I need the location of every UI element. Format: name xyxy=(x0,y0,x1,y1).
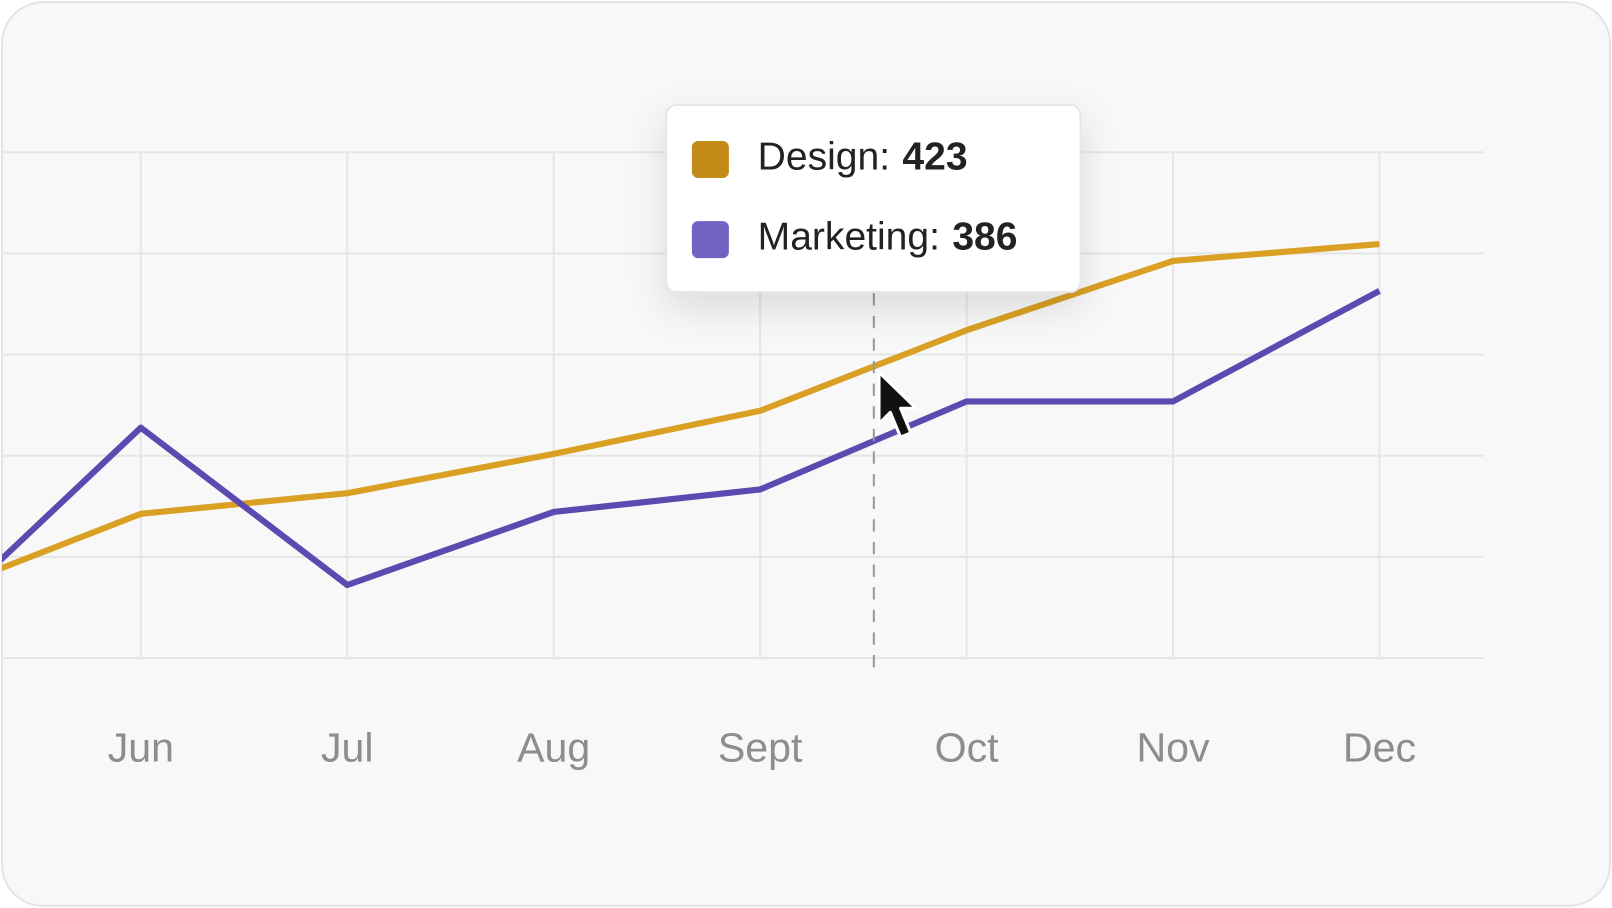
tooltip-value: 423 xyxy=(902,136,967,179)
tooltip-text: Design: 423 xyxy=(758,136,968,179)
tooltip-swatch xyxy=(691,221,729,259)
tooltip-content: Design: 423 Marketing: 386 xyxy=(691,136,1018,259)
tooltip-label: Design: xyxy=(758,136,890,179)
x-tick-label: Sept xyxy=(718,724,803,770)
plot xyxy=(2,240,1381,625)
tooltip-text: Marketing: 386 xyxy=(758,216,1018,259)
x-tick-label: Jul xyxy=(321,724,374,770)
tooltip-value: 386 xyxy=(952,216,1017,259)
x-axis: Jun Jul Aug Sept Oct Nov Dec xyxy=(108,724,1416,770)
series-line xyxy=(2,240,1380,598)
series-line xyxy=(2,288,1381,625)
tooltip xyxy=(665,103,1082,294)
x-tick-label: Jun xyxy=(108,724,174,770)
cursor xyxy=(877,370,918,439)
x-tick-label: Dec xyxy=(1343,724,1416,770)
tooltip-label: Marketing: xyxy=(758,216,940,259)
tooltip-box xyxy=(665,103,1082,294)
x-tick-label: Oct xyxy=(935,724,1000,770)
x-tick-label: Nov xyxy=(1136,724,1210,770)
x-tick-label: Aug xyxy=(517,724,590,770)
tooltip-swatch xyxy=(691,140,729,178)
